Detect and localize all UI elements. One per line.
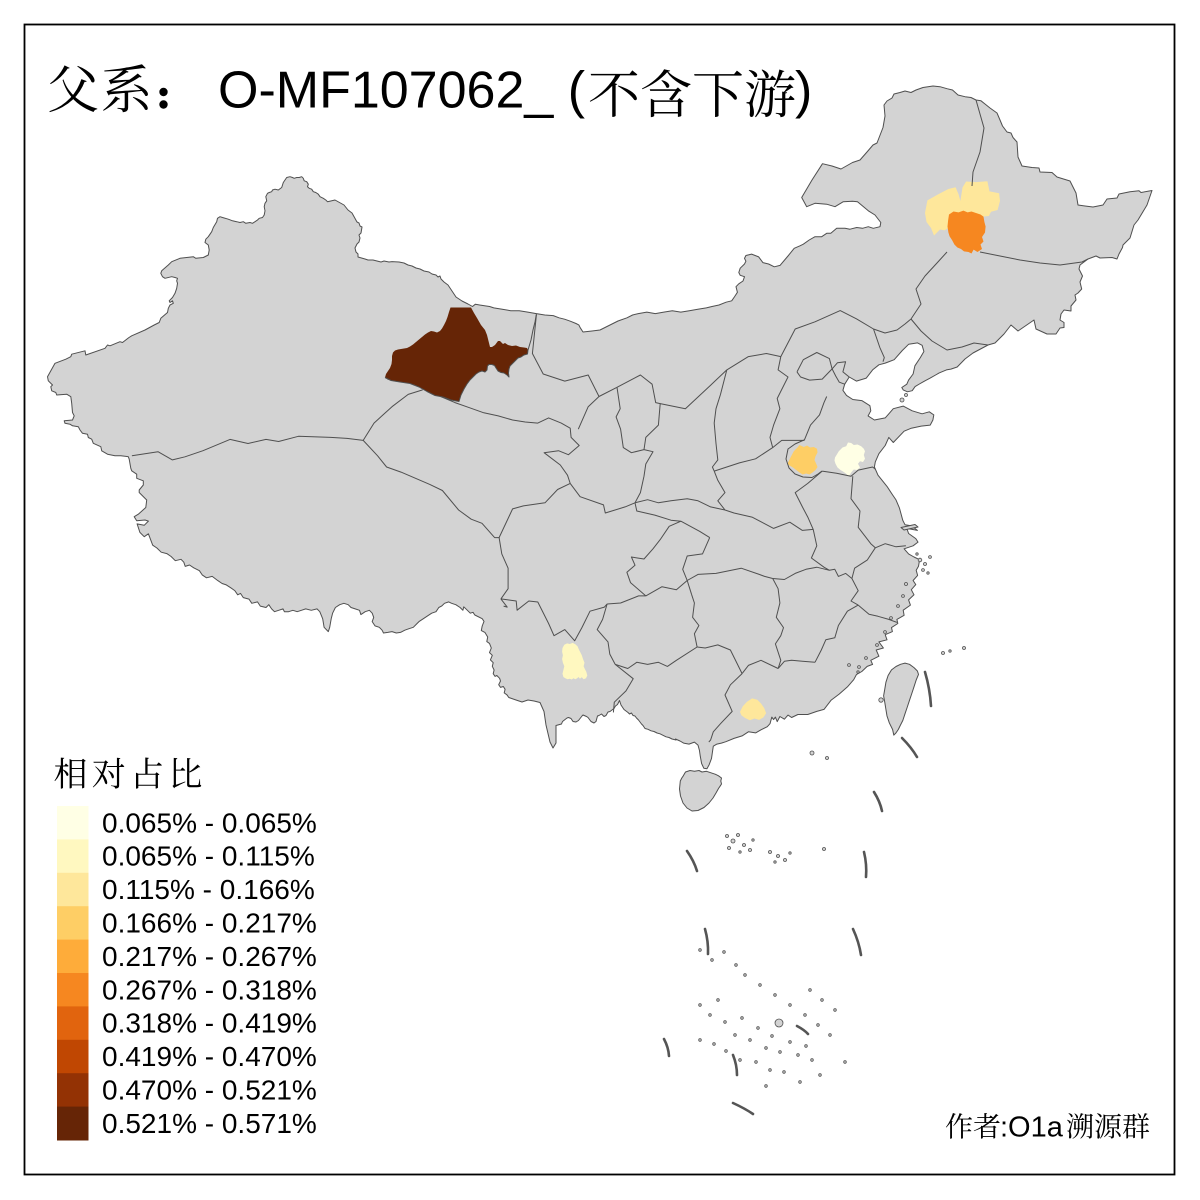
svg-text:0.115% - 0.166%: 0.115% - 0.166% <box>102 874 315 905</box>
svg-text:0.065% - 0.065%: 0.065% - 0.065% <box>102 807 317 838</box>
svg-text:0.217% - 0.267%: 0.217% - 0.267% <box>102 941 317 972</box>
svg-text:0.470% - 0.521%: 0.470% - 0.521% <box>102 1075 317 1106</box>
svg-text:0.065% - 0.115%: 0.065% - 0.115% <box>102 841 315 872</box>
svg-text:0.318% - 0.419%: 0.318% - 0.419% <box>102 1008 317 1039</box>
svg-text::O1a: :O1a <box>1000 1112 1064 1144</box>
svg-text:0.267% - 0.318%: 0.267% - 0.318% <box>102 974 317 1005</box>
svg-text:O-MF107062_ (: O-MF107062_ ( <box>218 62 586 120</box>
svg-text:): ) <box>795 62 812 120</box>
svg-text:0.521% - 0.571%: 0.521% - 0.571% <box>102 1108 317 1139</box>
svg-text:0.419% - 0.470%: 0.419% - 0.470% <box>102 1041 317 1072</box>
svg-text:0.166% - 0.217%: 0.166% - 0.217% <box>102 908 317 939</box>
